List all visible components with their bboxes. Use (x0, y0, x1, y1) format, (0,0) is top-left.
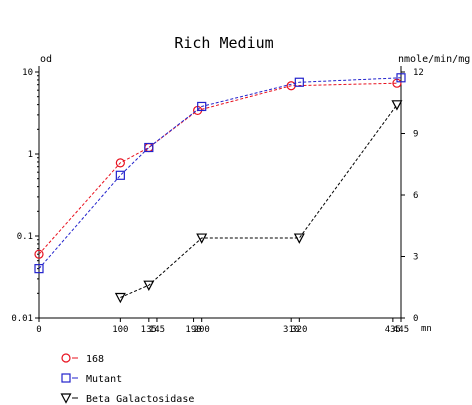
data-point-mutant (115, 170, 125, 180)
plot-frame (38, 66, 402, 319)
legend-marker-168 (61, 353, 71, 363)
data-point-mutant (34, 264, 44, 274)
series-layer (34, 73, 406, 304)
left-axis-label: od (40, 54, 52, 65)
x-unit-label: mn (421, 324, 432, 334)
data-point-beta-galactosidase (391, 100, 403, 111)
legend: 168 Mutant Beta Galactosidase (60, 353, 194, 405)
legend-marker-beta-galactosidase (60, 393, 72, 404)
legend-item-168: 168 (61, 353, 104, 365)
right-tick-label: 9 (413, 130, 418, 140)
data-point-beta-galactosidase (196, 233, 208, 244)
series-line-beta-galactosidase (120, 104, 398, 298)
right-tick-label: 6 (413, 191, 418, 201)
data-point-mutant (197, 101, 207, 112)
legend-label-beta-galactosidase: Beta Galactosidase (86, 394, 194, 405)
x-tick-label: 320 (291, 325, 307, 335)
series-mutant (34, 73, 406, 274)
legend-label-mutant: Mutant (86, 374, 122, 385)
left-tick-label: 0.01 (11, 314, 33, 324)
data-point-beta-galactosidase (114, 292, 126, 304)
data-point-mutant (396, 73, 406, 83)
x-tick-label: 435 (385, 325, 401, 335)
legend-marker-mutant (61, 373, 71, 383)
left-axis-ticks: 0.01 0.1 1 10 (11, 68, 39, 324)
chart-title: Rich Medium (174, 34, 273, 52)
series-line-168 (38, 82, 397, 255)
x-tick-label: 200 (194, 325, 210, 335)
legend-item-mutant: Mutant (61, 373, 122, 385)
series-168 (34, 78, 402, 259)
data-point-beta-galactosidase (293, 233, 305, 244)
right-tick-label: 12 (413, 68, 424, 78)
series-beta-galactosidase (114, 100, 403, 304)
x-tick-label: 135 (141, 325, 157, 335)
data-point-168 (115, 158, 125, 168)
legend-label-168: 168 (86, 354, 104, 365)
x-tick-label: 190 (185, 325, 201, 335)
x-tick-label: 0 (36, 325, 41, 335)
data-point-mutant (144, 142, 154, 153)
left-tick-label: 10 (22, 68, 33, 78)
data-point-beta-galactosidase (143, 280, 155, 291)
right-axis-ticks: 0 3 6 9 12 (401, 68, 424, 324)
data-point-168 (34, 249, 44, 259)
left-tick-label: 1 (28, 150, 33, 160)
right-axis-label: nmole/min/mg (398, 54, 470, 65)
data-point-mutant (294, 77, 304, 87)
x-tick-label: 100 (112, 325, 128, 335)
legend-item-beta-galactosidase: Beta Galactosidase (60, 393, 194, 405)
right-tick-label: 0 (413, 314, 418, 324)
x-tick-label: 445 (393, 325, 409, 335)
left-tick-label: 0.1 (17, 232, 33, 242)
x-tick-label: 310 (283, 325, 299, 335)
right-tick-label: 3 (413, 253, 418, 263)
series-line-mutant (38, 77, 402, 269)
x-tick-label: 145 (149, 325, 165, 335)
